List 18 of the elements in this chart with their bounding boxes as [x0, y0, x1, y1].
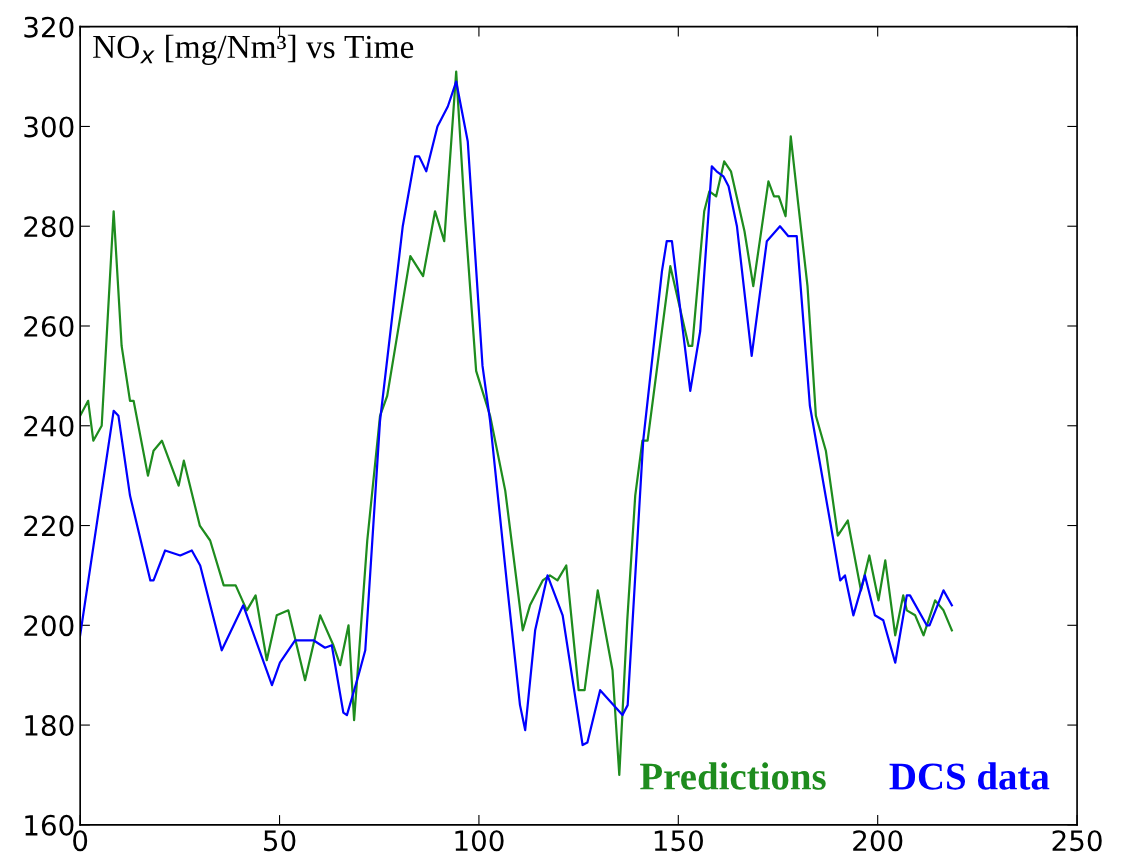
x-tick-label: 0 — [73, 830, 88, 852]
y-tick-label: 160 — [25, 814, 74, 836]
y-tick-label: 180 — [25, 715, 74, 737]
y-tick-label: 300 — [24, 116, 74, 138]
y-tick-label: 320 — [24, 16, 74, 38]
x-tick-label: 150 — [654, 830, 703, 852]
y-tick-label: 240 — [24, 415, 74, 437]
series-label: Predictions — [640, 762, 826, 790]
x-tick-label: 50 — [264, 830, 296, 852]
y-tick-label: 260 — [24, 315, 74, 337]
y-tick-label: 280 — [24, 216, 74, 238]
text: DCS data — [889, 762, 1050, 790]
y-tick-label: 200 — [24, 615, 74, 637]
x-tick-label: 100 — [455, 830, 504, 852]
x-tick-label: 200 — [853, 830, 903, 852]
x-tick-label: 250 — [1052, 830, 1102, 852]
y-tick-label: 220 — [24, 515, 74, 537]
chart-title: NO$_{x}$ [mg/Nm³] vs Time — [93, 34, 414, 65]
